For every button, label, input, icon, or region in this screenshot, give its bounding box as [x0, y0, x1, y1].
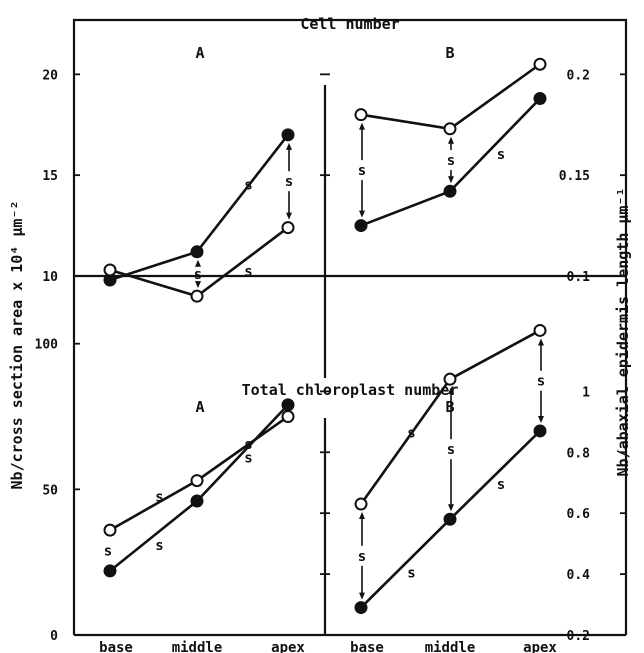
- chart1-ytick-label-2: 0.2: [567, 68, 590, 83]
- chart0-series-1-point-2: [281, 221, 295, 235]
- chart2-series-1-point-2: [281, 410, 295, 424]
- chart2-annotation-3: s: [244, 437, 252, 453]
- chart2-series-1-point-1: [190, 474, 204, 488]
- chart0-annotation-1-label: s: [285, 174, 293, 190]
- chart3-xlabel-1: middle: [425, 640, 476, 653]
- chart1-annotation-0-head-down: [359, 210, 365, 218]
- chart2-section-title: Total chloroplast number: [242, 381, 459, 399]
- chart0-annotation-1-head-up: [286, 142, 292, 150]
- chart3-series-0-point-1: [443, 512, 457, 526]
- chart0-annotation-1-head-down: [286, 212, 292, 220]
- chart3-panel-label: B: [445, 398, 454, 416]
- chart3-annotation-1-head-down: [448, 504, 454, 512]
- chart3-series-0-point-2: [533, 424, 547, 438]
- chart0-series-1-line: [109, 226, 289, 298]
- chart2-ytick-label-0: 0: [50, 629, 58, 644]
- chart0-annotation-2: s: [244, 177, 252, 193]
- chart2-ytick-label-2: 100: [35, 338, 59, 353]
- chart3-annotation-4: s: [407, 426, 415, 442]
- chart3-series-1-point-2: [533, 323, 547, 337]
- chart3-annotation-2-label: s: [537, 374, 545, 390]
- chart3-annotation-2-head-down: [538, 415, 544, 423]
- chart3-annotation-0-head-up: [359, 512, 365, 520]
- chart2-series-1-point-0: [103, 523, 117, 537]
- chart1-series-1-line: [360, 63, 541, 131]
- chart0-annotation-0-head-down: [195, 281, 201, 289]
- chart1-annotation-1-head-up: [448, 136, 454, 144]
- y-axis-right-label: Nb/abaxial epidermis length µm⁻¹: [614, 188, 632, 477]
- chart3-series-1-point-0: [354, 497, 368, 511]
- chart3-ytick-label-4: 1: [582, 385, 590, 400]
- chart3-ytick-label-2: 0.6: [567, 507, 591, 522]
- chart2-annotation-2: s: [155, 489, 163, 505]
- chart1-series-1-point-0: [354, 108, 368, 122]
- chart0-section-title: Cell number: [300, 15, 399, 33]
- chart3-annotation-1-label: s: [447, 442, 455, 458]
- chart2-annotation-0: s: [104, 544, 112, 560]
- chart1-annotation-2: s: [497, 147, 505, 163]
- chart2-series-0-point-1: [190, 494, 204, 508]
- y-axis-left-label: Nb/cross section area x 10⁴ µm⁻²: [8, 201, 26, 490]
- chart0-series-1-point-0: [103, 263, 117, 277]
- chart1-series-1-point-1: [443, 122, 457, 136]
- chart1-annotation-1-label: s: [447, 153, 455, 169]
- chart0-annotation-3: s: [244, 264, 252, 280]
- chart3-annotation-1-head-up: [448, 387, 454, 395]
- chart2-annotation-1: s: [155, 538, 163, 554]
- chart2-series-0-point-0: [103, 564, 117, 578]
- chart0-ytick-label-2: 20: [42, 68, 58, 83]
- chart0-series-1-point-1: [190, 289, 204, 303]
- chart3-annotation-3: s: [407, 565, 415, 581]
- chart3-annotation-0-label: s: [358, 549, 366, 565]
- chart3-annotation-0-head-down: [359, 592, 365, 600]
- chart2-xlabel-0: base: [99, 640, 133, 653]
- chart0-series-0-point-2: [281, 128, 295, 142]
- chart1-annotation-0-label: s: [358, 163, 366, 179]
- chart2-panel-label: A: [195, 398, 204, 416]
- chart3-ytick-label-3: 0.8: [567, 446, 591, 461]
- chart1-series-0-point-1: [443, 184, 457, 198]
- chart0-series-0-line: [109, 134, 290, 282]
- chart3-annotation-5: s: [497, 477, 505, 493]
- chart0-annotation-0-head-up: [195, 259, 201, 267]
- chart2-xlabel-2: apex: [271, 640, 305, 653]
- chart2-ytick-label-1: 50: [42, 483, 58, 498]
- chart0-panel-label: A: [195, 44, 204, 62]
- chart3-series-1-point-1: [443, 372, 457, 386]
- chart3-annotation-2-head-up: [538, 338, 544, 346]
- chart0-ytick-label-0: 10: [42, 270, 58, 285]
- chart2-series-0-line: [109, 403, 289, 572]
- chart3-ytick-label-0: 0.2: [567, 629, 590, 644]
- chart1-series-0-point-2: [533, 92, 547, 106]
- chart3-xlabel-2: apex: [523, 640, 557, 653]
- chart3-xlabel-0: base: [350, 640, 384, 653]
- chart3-ytick-label-1: 0.4: [567, 568, 591, 583]
- chart1-annotation-0-head-up: [359, 122, 365, 130]
- chart0-series-0-point-1: [190, 245, 204, 259]
- chart1-ytick-label-1: 0.15: [559, 169, 590, 184]
- chart2-series-0-point-2: [281, 398, 295, 412]
- chart0-ytick-label-1: 15: [42, 169, 58, 184]
- chart2-annotation-4: s: [244, 451, 252, 467]
- chart1-annotation-1-head-down: [448, 176, 454, 184]
- chart1-ytick-label-0: 0.1: [567, 270, 591, 285]
- figure-frame: [72, 18, 628, 635]
- chart2-xlabel-1: middle: [172, 640, 223, 653]
- chart1-series-0-point-0: [354, 219, 368, 233]
- chart1-panel-label: B: [445, 44, 454, 62]
- chart1-series-1-point-2: [533, 57, 547, 71]
- chart3-series-0-point-0: [354, 601, 368, 615]
- chart0-annotation-0-label: s: [194, 267, 202, 283]
